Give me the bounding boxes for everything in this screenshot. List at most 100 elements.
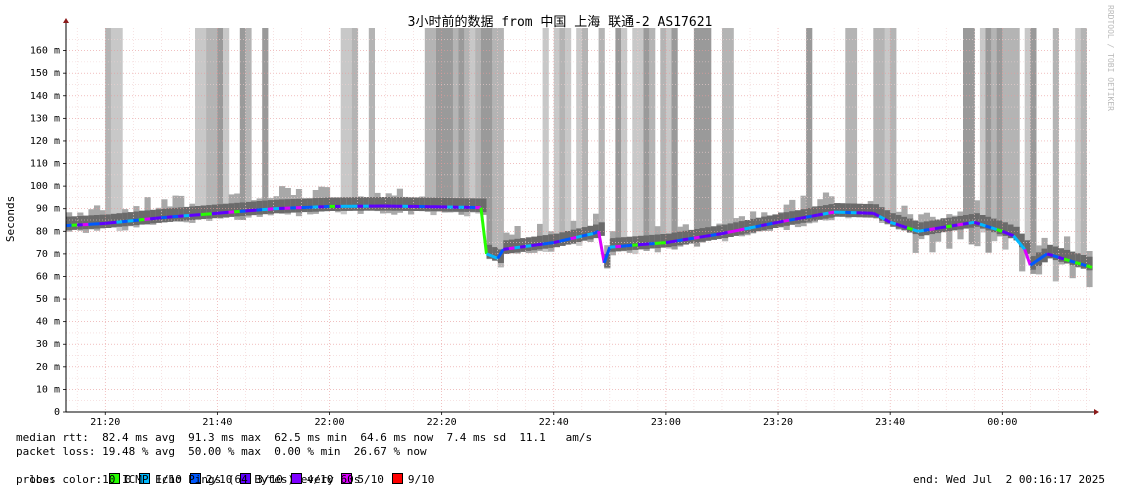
median-segment — [485, 252, 493, 258]
smoke-core — [609, 238, 616, 252]
smoke-column — [565, 28, 572, 245]
median-segment — [749, 225, 756, 230]
smoke-core — [671, 232, 678, 247]
smoke-core — [88, 215, 95, 229]
median-segment — [985, 224, 992, 230]
median-segment — [110, 220, 117, 225]
smoke-column — [705, 28, 712, 240]
smoke-column — [458, 28, 465, 215]
loss-color-item: 4/10 — [290, 473, 333, 486]
smoke-core — [200, 205, 207, 220]
loss-color-value: 5/10 — [357, 473, 384, 486]
smoke-column — [1007, 28, 1015, 239]
smoke-column — [996, 28, 1003, 237]
median-segment — [602, 246, 612, 264]
median-segment — [996, 228, 1003, 233]
smoke-core — [408, 197, 415, 211]
smoke-column — [559, 28, 566, 246]
smoke-core — [217, 204, 224, 218]
median-segment — [127, 219, 134, 223]
smoke-column — [1030, 28, 1037, 274]
y-tick-label: 80 m — [36, 226, 60, 237]
median-segment — [559, 238, 566, 243]
smoke-core — [150, 209, 157, 224]
median-segment — [889, 220, 897, 226]
smoke-core — [587, 225, 594, 240]
smoke-core — [385, 197, 392, 211]
median-segment — [519, 244, 526, 249]
x-tick-label: 21:20 — [90, 417, 120, 428]
smoke-core — [890, 213, 897, 227]
smoke-core — [234, 202, 241, 217]
median-segment — [962, 221, 969, 226]
smoke-column — [968, 28, 975, 245]
median-segment — [828, 210, 835, 215]
y-tick-label: 40 m — [36, 317, 60, 328]
y-tick-label: 110 m — [30, 159, 60, 170]
x-tick-label: 22:40 — [539, 417, 569, 428]
smoke-core — [766, 215, 773, 230]
median-segment — [817, 212, 824, 217]
median-segment — [654, 241, 661, 245]
smoke-core — [654, 234, 661, 249]
smoke-column — [671, 28, 678, 250]
smoke-core — [716, 225, 723, 239]
smoke-core — [312, 198, 319, 212]
median-segment — [211, 211, 218, 216]
median-segment — [531, 243, 538, 248]
median-segment — [514, 245, 521, 250]
median-segment — [1080, 262, 1087, 268]
smoke-column — [581, 28, 588, 240]
median-segment — [973, 220, 981, 226]
smoke-core — [643, 235, 650, 249]
y-tick-label: 160 m — [30, 46, 60, 57]
smoke-column — [497, 28, 504, 268]
median-segment — [979, 222, 986, 228]
median-segment — [1040, 252, 1048, 259]
smoke-core — [1052, 246, 1059, 261]
median-segment — [727, 229, 734, 234]
smoke-core — [985, 216, 992, 231]
smoke-column — [979, 28, 987, 233]
y-tick-label: 0 — [54, 407, 60, 418]
smoke-column — [262, 28, 269, 214]
smoke-core — [335, 197, 342, 211]
median-segment — [800, 215, 807, 220]
smoke-core — [279, 199, 286, 213]
smoke-column — [1080, 28, 1087, 269]
smoke-core — [963, 215, 970, 229]
smoke-core — [1069, 251, 1076, 266]
x-tick-label: 00:00 — [987, 417, 1017, 428]
smoke-column — [598, 28, 605, 236]
smoke-column — [245, 28, 252, 218]
smoke-core — [850, 203, 858, 218]
smoke-column — [1064, 236, 1071, 262]
loss-color-value: 0 — [124, 473, 132, 486]
smoke-core — [520, 238, 527, 252]
end-time: end: Wed Jul 2 00:16:17 2025 — [912, 473, 1105, 486]
x-tick-label: 23:20 — [763, 417, 793, 428]
smoke-column — [615, 28, 622, 252]
smoke-core — [991, 218, 998, 233]
loss-color-swatch — [341, 473, 353, 484]
median-segment — [710, 233, 717, 237]
median-segment — [923, 228, 930, 232]
smoke-core — [105, 214, 112, 228]
smoke-core — [626, 236, 633, 251]
smoke-core — [256, 201, 263, 215]
smoke-column — [452, 28, 460, 213]
median-segment — [632, 243, 639, 247]
smoke-core — [413, 197, 420, 211]
smoke-core — [912, 220, 919, 235]
smoke-core — [436, 197, 443, 212]
median-segment — [166, 215, 173, 219]
smoke-core — [794, 210, 802, 224]
median-segment — [1046, 252, 1054, 258]
smoke-core — [508, 239, 516, 254]
median-segment — [1063, 257, 1071, 263]
smoke-core — [665, 233, 673, 248]
smoke-core — [811, 207, 818, 221]
smoke-core — [946, 217, 953, 232]
smoke-column — [441, 28, 448, 213]
median-segment — [1069, 259, 1076, 264]
